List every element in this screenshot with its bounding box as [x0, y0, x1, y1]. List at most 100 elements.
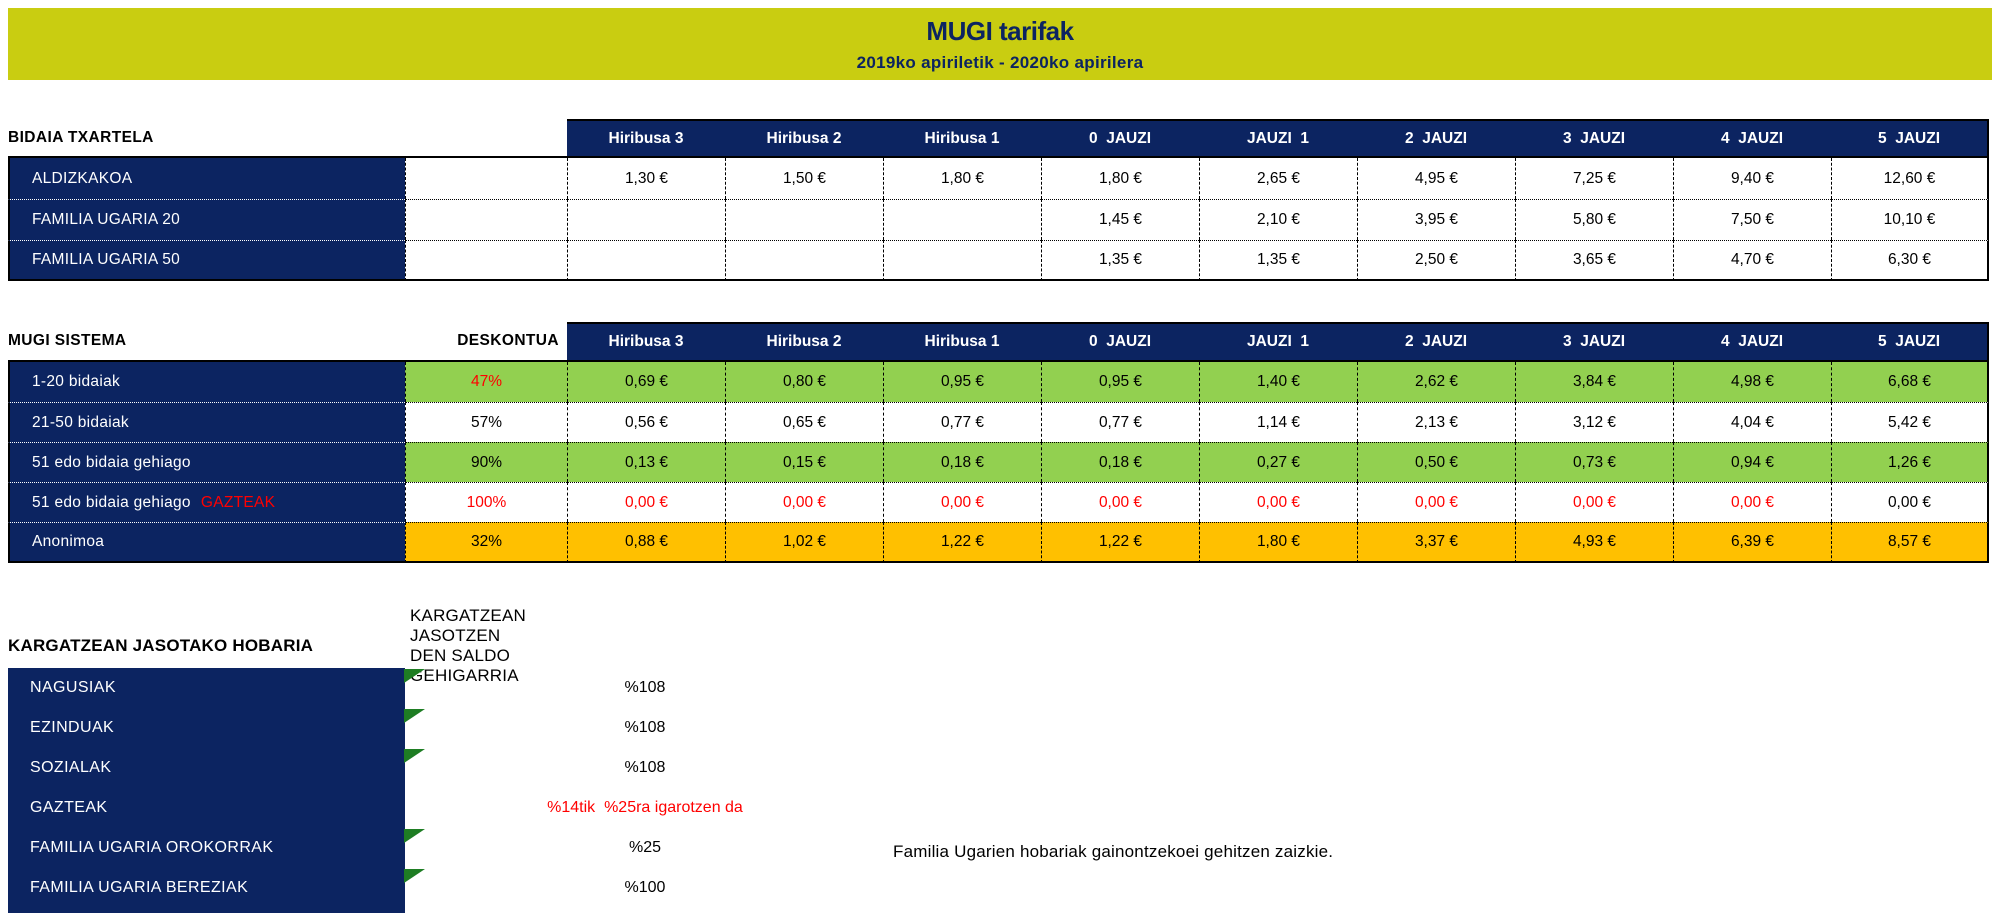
column-header: Hiribusa 3	[567, 119, 725, 158]
price-cell: 0,65 €	[725, 402, 883, 442]
discount-cell: 32%	[405, 522, 567, 563]
hobaria-value: %100	[624, 879, 666, 896]
discount-cell: 47%	[405, 362, 567, 402]
price-cell: 0,73 €	[1515, 442, 1673, 482]
price-cell: 0,00 €	[567, 482, 725, 522]
row-label: Anonimoa	[8, 522, 405, 563]
hobaria-row-label: FAMILIA UGARIA OROKORRAK	[30, 839, 274, 856]
column-header: 2 JAUZI	[1357, 119, 1515, 158]
price-cell: 1,22 €	[1041, 522, 1199, 563]
price-cell: 0,69 €	[567, 362, 725, 402]
column-header: Hiribusa 1	[883, 322, 1041, 362]
price-cell: 4,93 €	[1515, 522, 1673, 563]
price-cell: 5,80 €	[1515, 199, 1673, 240]
column-header: Hiribusa 1	[883, 119, 1041, 158]
price-cell: 0,18 €	[1041, 442, 1199, 482]
price-cell: 0,77 €	[883, 402, 1041, 442]
price-cell: 2,62 €	[1357, 362, 1515, 402]
row-label: 51 edo bidaia gehiago GAZTEAK	[8, 482, 405, 522]
price-cell: 1,35 €	[1199, 240, 1357, 281]
price-cell: 0,00 €	[1199, 482, 1357, 522]
price-cell: 4,70 €	[1673, 240, 1831, 281]
price-cell	[883, 199, 1041, 240]
column-header: Hiribusa 2	[725, 119, 883, 158]
price-cell: 0,00 €	[883, 482, 1041, 522]
price-cell: 3,65 €	[1515, 240, 1673, 281]
column-header: Hiribusa 2	[725, 322, 883, 362]
price-cell: 0,00 €	[1673, 482, 1831, 522]
mugi-sistema-table: MUGI SISTEMA DESKONTUA Hiribusa 3 Hiribusa …	[8, 322, 1989, 563]
column-header: Hiribusa 3	[567, 322, 725, 362]
hobaria-value: %108	[624, 759, 666, 776]
price-cell: 6,39 €	[1673, 522, 1831, 563]
column-header: 4 JAUZI	[1673, 322, 1831, 362]
price-cell: 3,95 €	[1357, 199, 1515, 240]
row-label-text: 51 edo bidaia gehiago	[32, 493, 191, 511]
title-band: MUGI tarifak 2019ko apiriletik - 2020ko …	[8, 8, 1992, 80]
mugi-sistema-title: MUGI SISTEMA	[8, 322, 405, 362]
price-cell	[567, 240, 725, 281]
empty-cell	[405, 158, 567, 199]
discount-cell: 90%	[405, 442, 567, 482]
empty-cell	[405, 199, 567, 240]
price-cell: 1,35 €	[1041, 240, 1199, 281]
row-label: 51 edo bidaia gehiago	[8, 442, 405, 482]
hobaria-values: %108 %108 %108 %14tik %25ra igarotzen da %25…	[405, 668, 885, 908]
column-header: 4 JAUZI	[1673, 119, 1831, 158]
price-cell: 2,13 €	[1357, 402, 1515, 442]
column-header: 5 JAUZI	[1831, 322, 1989, 362]
price-cell: 0,27 €	[1199, 442, 1357, 482]
hobaria-row-label: EZINDUAK	[30, 719, 115, 736]
price-cell: 1,14 €	[1199, 402, 1357, 442]
price-cell: 1,80 €	[883, 158, 1041, 199]
price-cell: 0,77 €	[1041, 402, 1199, 442]
row-label: 1-20 bidaiak	[8, 362, 405, 402]
column-header: 0 JAUZI	[1041, 119, 1199, 158]
price-cell: 1,40 €	[1199, 362, 1357, 402]
bidaia-txartela-table: BIDAIA TXARTELA Hiribusa 3 Hiribusa 2 Hirib…	[8, 119, 1989, 281]
price-cell: 0,80 €	[725, 362, 883, 402]
price-cell	[883, 240, 1041, 281]
row-label-text: 21-50 bidaiak	[32, 413, 129, 431]
price-cell	[725, 199, 883, 240]
price-cell: 0,18 €	[883, 442, 1041, 482]
column-header: 5 JAUZI	[1831, 119, 1989, 158]
hobaria-note: Familia Ugarien hobariak gainontzekoei g…	[893, 842, 1334, 861]
row-label: FAMILIA UGARIA 50	[8, 240, 405, 281]
price-cell: 10,10 €	[1831, 199, 1989, 240]
discount-cell: 57%	[405, 402, 567, 442]
row-label: 21-50 bidaiak	[8, 402, 405, 442]
price-cell: 0,13 €	[567, 442, 725, 482]
price-cell: 3,84 €	[1515, 362, 1673, 402]
column-header: JAUZI 1	[1199, 119, 1357, 158]
hobaria-value: %14tik %25ra igarotzen da	[547, 799, 743, 816]
price-cell: 8,57 €	[1831, 522, 1989, 563]
hobaria-row-label: NAGUSIAK	[30, 679, 116, 696]
discount-column-header: DESKONTUA	[405, 322, 567, 362]
price-cell: 1,45 €	[1041, 199, 1199, 240]
row-label-text: Anonimoa	[32, 533, 105, 550]
hobaria-value: %25	[628, 839, 662, 856]
price-cell: 5,42 €	[1831, 402, 1989, 442]
empty-cell	[405, 240, 567, 281]
price-cell: 1,30 €	[567, 158, 725, 199]
price-cell: 0,94 €	[1673, 442, 1831, 482]
hobaria-value: %108	[624, 679, 666, 696]
price-cell: 3,37 €	[1357, 522, 1515, 563]
price-cell: 6,68 €	[1831, 362, 1989, 402]
price-cell: 0,00 €	[1515, 482, 1673, 522]
row-label-suffix: GAZTEAK	[200, 493, 276, 511]
column-header: 3 JAUZI	[1515, 322, 1673, 362]
price-cell: 2,65 €	[1199, 158, 1357, 199]
hobaria-row-label: SOZIALAK	[30, 759, 112, 776]
hobaria-row-label: GAZTEAK	[30, 799, 108, 816]
price-cell: 2,10 €	[1199, 199, 1357, 240]
row-label: FAMILIA UGARIA 20	[8, 199, 405, 240]
column-header: 0 JAUZI	[1041, 322, 1199, 362]
price-cell: 1,26 €	[1831, 442, 1989, 482]
column-header: 2 JAUZI	[1357, 322, 1515, 362]
price-cell: 7,50 €	[1673, 199, 1831, 240]
hobaria-subtitle: KARGATZEAN JASOTZEN DEN SALDO GEHIGARRIA	[410, 606, 526, 685]
row-label-text: 51 edo bidaia gehiago	[32, 453, 191, 471]
price-cell: 6,30 €	[1831, 240, 1989, 281]
